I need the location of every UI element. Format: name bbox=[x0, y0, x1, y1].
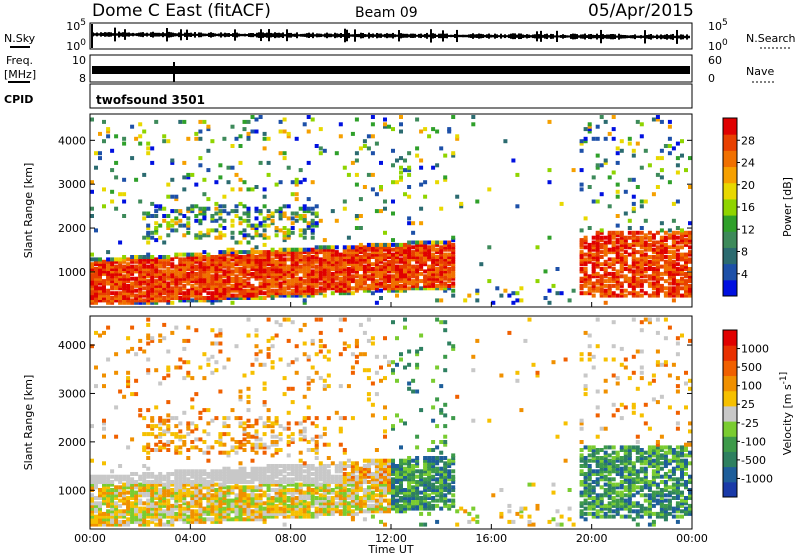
power-colorbar-tick: 12 bbox=[741, 223, 755, 236]
power-colorbar-swatch bbox=[723, 150, 737, 167]
nsky-tick-bottom: 100 bbox=[66, 38, 86, 53]
nsky-panel: N.Sky 105 100 105 100 N.Search bbox=[4, 18, 796, 53]
power-colorbar-tick: 28 bbox=[741, 134, 755, 147]
velocity-colorbar-tick: 25 bbox=[741, 398, 755, 411]
power-ytick-label: 2000 bbox=[58, 222, 86, 235]
velocity-colorbar-swatch bbox=[723, 451, 737, 467]
velocity-colorbar-tick: 100 bbox=[741, 380, 762, 393]
nsky-trace bbox=[92, 24, 690, 48]
freq-panel: Freq. [MHz] 10 8 60 0 Nave bbox=[4, 54, 776, 85]
power-colorbar-swatch bbox=[723, 167, 737, 184]
cpid-label: CPID bbox=[4, 93, 33, 106]
velocity-ytick-label: 3000 bbox=[58, 387, 86, 400]
velocity-colorbar-swatch bbox=[723, 482, 737, 498]
power-ylabel: Slant Range [km] bbox=[22, 163, 35, 259]
velocity-colorbar-swatch bbox=[723, 421, 737, 437]
velocity-colorbar-tick: -100 bbox=[741, 435, 766, 448]
velocity-colorbar-tick: -1000 bbox=[741, 472, 773, 485]
velocity-ytick-label: 1000 bbox=[58, 484, 86, 497]
power-colorbar-swatch bbox=[723, 247, 737, 264]
freq-tick-top: 10 bbox=[72, 54, 86, 67]
velocity-ytick-label: 4000 bbox=[58, 339, 86, 352]
velocity-colorbar-swatch bbox=[723, 330, 737, 346]
power-colorbar-swatch bbox=[723, 134, 737, 151]
xtick-label: 04:00 bbox=[174, 532, 206, 545]
power-colorbar-swatch bbox=[723, 215, 737, 232]
plot-title: Dome C East (fitACF) bbox=[92, 1, 271, 21]
velocity-colorbar-swatch bbox=[723, 376, 737, 392]
power-colorbar-tick: 20 bbox=[741, 179, 755, 192]
nsearch-label: N.Search bbox=[746, 32, 796, 45]
xtick-label: 00:00 bbox=[74, 532, 106, 545]
date-label: 05/Apr/2015 bbox=[588, 1, 694, 21]
velocity-ylabel: Slant Range [km] bbox=[22, 375, 35, 471]
power-ytick-label: 3000 bbox=[58, 178, 86, 191]
freq-tick-bottom: 8 bbox=[79, 72, 86, 85]
velocity-colorbar-tick: 500 bbox=[741, 361, 762, 374]
nsky-label: N.Sky bbox=[4, 32, 36, 45]
power-colorbar: 28 24 20 16 12 8 4 Power [dB] bbox=[723, 118, 794, 297]
power-colorbar-swatch bbox=[723, 231, 737, 248]
velocity-ytick-label: 2000 bbox=[58, 436, 86, 449]
velocity-colorbar-tick: -500 bbox=[741, 454, 766, 467]
nave-tick-bottom: 0 bbox=[708, 72, 715, 85]
power-colorbar-swatch bbox=[723, 280, 737, 297]
xtick-label: 16:00 bbox=[475, 532, 507, 545]
power-ytick-label: 4000 bbox=[58, 134, 86, 147]
nsky-tick-top: 105 bbox=[66, 18, 86, 33]
xlabel: Time UT bbox=[367, 543, 413, 554]
velocity-colorbar-swatch bbox=[723, 345, 737, 361]
velocity-colorbar-swatch bbox=[723, 467, 737, 483]
nave-tick-top: 60 bbox=[708, 54, 722, 67]
nave-label: Nave bbox=[746, 65, 774, 78]
xtick-label: 08:00 bbox=[275, 532, 307, 545]
power-colorbar-label: Power [dB] bbox=[781, 177, 794, 237]
xtick-label: 20:00 bbox=[576, 532, 608, 545]
velocity-colorbar: 1000 500 100 25 -25 -100 -500 -1000 Velocity [m … bbox=[723, 330, 794, 498]
power-panel: 1000 2000 3000 4000 Slant Range [km] 28 24 20 16… bbox=[22, 114, 794, 307]
power-colorbar-tick: 8 bbox=[741, 246, 748, 259]
power-heatmap-cells bbox=[90, 115, 692, 305]
cpid-value: twofsound 3501 bbox=[96, 93, 205, 107]
power-colorbar-swatch bbox=[723, 199, 737, 216]
power-colorbar-swatch bbox=[723, 183, 737, 200]
velocity-colorbar-label: Velocity [m s-1] bbox=[779, 372, 794, 455]
power-colorbar-swatch bbox=[723, 264, 737, 281]
cpid-panel: CPID twofsound 3501 bbox=[4, 84, 692, 108]
freq-trace bbox=[92, 66, 690, 74]
power-colorbar-tick: 4 bbox=[741, 268, 748, 281]
freq-label-line1: Freq. bbox=[6, 54, 33, 67]
velocity-colorbar-tick: -25 bbox=[741, 417, 759, 430]
velocity-colorbar-swatch bbox=[723, 436, 737, 452]
xtick-label: 00:00 bbox=[676, 532, 708, 545]
nsearch-tick-top: 105 bbox=[708, 18, 728, 33]
nsearch-tick-bottom: 100 bbox=[708, 38, 728, 53]
velocity-colorbar-swatch bbox=[723, 360, 737, 376]
velocity-colorbar-tick: 1000 bbox=[741, 343, 769, 356]
velocity-colorbar-swatch bbox=[723, 406, 737, 422]
power-colorbar-swatch bbox=[723, 118, 737, 135]
freq-label-line2: [MHz] bbox=[4, 68, 36, 81]
power-colorbar-tick: 24 bbox=[741, 157, 755, 170]
velocity-heatmap-cells bbox=[90, 318, 692, 527]
velocity-colorbar-swatch bbox=[723, 391, 737, 407]
power-colorbar-tick: 16 bbox=[741, 201, 755, 214]
power-ytick-label: 1000 bbox=[58, 266, 86, 279]
beam-label: Beam 09 bbox=[355, 5, 418, 21]
